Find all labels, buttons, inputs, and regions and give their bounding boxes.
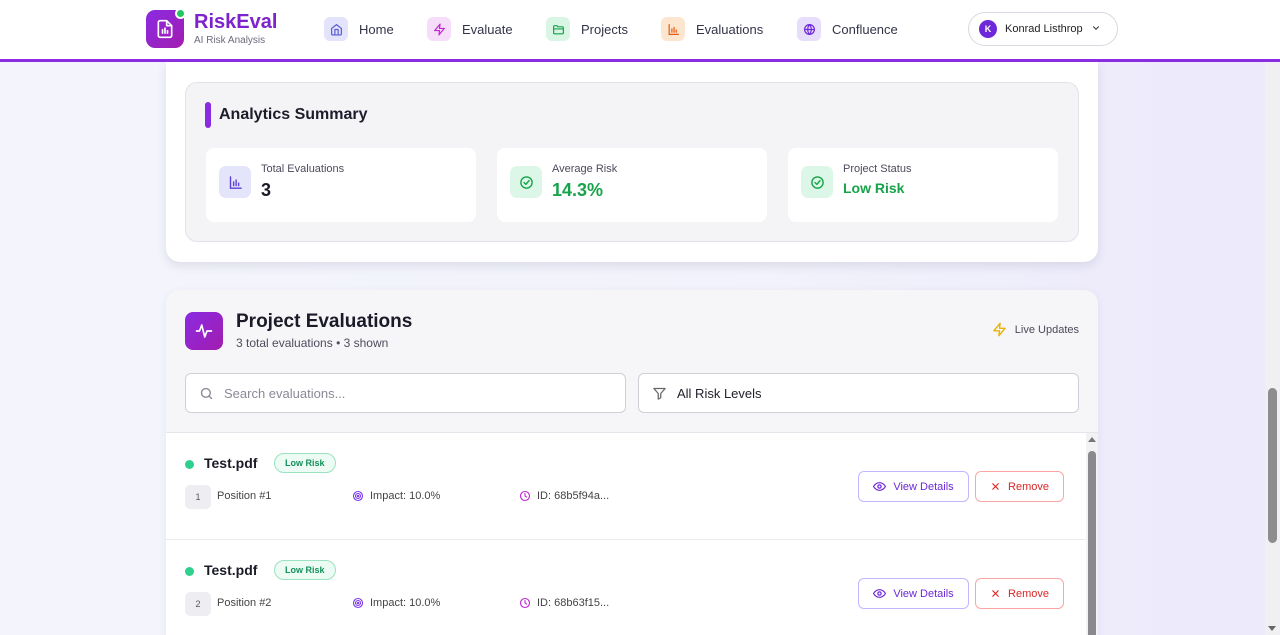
section-accent-bar [205, 102, 211, 128]
nav-home[interactable]: Home [324, 16, 394, 42]
evaluations-title: Project Evaluations [236, 311, 413, 332]
remove-button[interactable]: Remove [975, 578, 1064, 609]
stat-project-status: Project Status Low Risk [788, 148, 1058, 222]
brand-name[interactable]: RiskEval [194, 11, 278, 33]
nav-home-label: Home [359, 21, 394, 37]
risk-level-filter-select[interactable]: All Risk Levels [638, 373, 1079, 413]
analytics-title: Analytics Summary [219, 106, 368, 123]
position-label: Position #2 [217, 597, 272, 609]
bar-chart-icon [661, 17, 685, 41]
check-circle-icon [510, 166, 542, 198]
folder-open-icon [546, 17, 570, 41]
nav-projects-label: Projects [581, 21, 628, 37]
page-scrollbar-thumb[interactable] [1268, 388, 1277, 543]
nav-projects[interactable]: Projects [546, 16, 628, 42]
home-icon [324, 17, 348, 41]
id-value: ID: 68b5f94a... [537, 490, 610, 502]
view-details-button[interactable]: View Details [858, 578, 969, 609]
search-field[interactable] [185, 373, 626, 413]
impact-value: Impact: 10.0% [370, 490, 441, 502]
view-details-button[interactable]: View Details [858, 471, 969, 502]
position-label: Position #1 [217, 490, 272, 502]
status-dot [185, 460, 194, 469]
page-scrollbar[interactable] [1265, 62, 1280, 635]
status-badge: Low Risk [274, 453, 336, 473]
eye-icon [873, 587, 887, 600]
check-circle-icon [801, 166, 833, 198]
close-icon [990, 481, 1001, 492]
id-info: ID: 68b5f94a... [519, 490, 609, 502]
remove-label: Remove [1008, 480, 1049, 493]
chevron-down-icon [1091, 23, 1101, 36]
stat-average-risk: Average Risk 14.3% [497, 148, 767, 222]
analytics-summary-panel: Analytics Summary Total Evaluations 3 Av… [185, 82, 1079, 242]
stat-label: Average Risk [552, 163, 618, 175]
search-icon [199, 386, 214, 401]
stat-value: 14.3% [552, 180, 604, 200]
scroll-up-arrow-icon[interactable] [1088, 437, 1096, 442]
evaluations-subtitle: 3 total evaluations • 3 shown [236, 336, 389, 350]
stat-label: Total Evaluations [261, 163, 345, 175]
list-item: Test.pdf Low Risk 1 Position #1 Impact: … [166, 433, 1086, 540]
stat-value: 3 [261, 180, 272, 200]
project-evaluations-card: Project Evaluations 3 total evaluations … [166, 290, 1098, 635]
activity-pulse-icon [185, 312, 223, 350]
analytics-card: Analytics Summary Total Evaluations 3 Av… [166, 62, 1098, 262]
target-icon [352, 597, 364, 609]
nav-evaluations[interactable]: Evaluations [661, 16, 763, 42]
search-input[interactable] [224, 385, 604, 401]
user-name: Konrad Listhrop [1005, 23, 1083, 35]
top-navigation-bar: RiskEval AI Risk Analysis Home Evaluate … [0, 0, 1280, 62]
nav-evaluate-label: Evaluate [462, 21, 513, 37]
target-icon [352, 490, 364, 502]
id-info: ID: 68b63f15... [519, 597, 609, 609]
impact-info: Impact: 10.0% [352, 597, 440, 609]
view-details-label: View Details [893, 587, 954, 600]
online-status-dot [175, 8, 186, 19]
close-icon [990, 588, 1001, 599]
live-updates-label: Live Updates [1014, 323, 1079, 336]
list-scrollbar-thumb[interactable] [1088, 451, 1096, 635]
globe-icon [797, 17, 821, 41]
status-badge: Low Risk [274, 560, 336, 580]
clock-icon [519, 490, 531, 502]
nav-confluence-label: Confluence [832, 21, 898, 37]
nav-evaluations-label: Evaluations [696, 21, 764, 37]
live-updates-indicator: Live Updates [992, 322, 1079, 337]
avatar: K [979, 20, 997, 38]
lightning-icon [992, 322, 1007, 337]
impact-value: Impact: 10.0% [370, 597, 441, 609]
view-details-label: View Details [893, 480, 954, 493]
position-number: 1 [185, 485, 211, 509]
list-item: Test.pdf Low Risk 2 Position #2 Impact: … [166, 540, 1086, 635]
brand-tagline: AI Risk Analysis [194, 35, 266, 46]
list-scrollbar[interactable] [1086, 433, 1098, 635]
file-name: Test.pdf [204, 562, 258, 578]
impact-info: Impact: 10.0% [352, 490, 440, 502]
eye-icon [873, 480, 887, 493]
file-name: Test.pdf [204, 455, 258, 471]
scroll-down-arrow-icon[interactable] [1268, 626, 1276, 631]
evaluations-list: Test.pdf Low Risk 1 Position #1 Impact: … [166, 432, 1098, 635]
nav-evaluate[interactable]: Evaluate [427, 16, 513, 42]
bar-chart-icon [219, 166, 251, 198]
lightning-icon [427, 17, 451, 41]
status-dot [185, 567, 194, 576]
id-value: ID: 68b63f15... [537, 597, 610, 609]
position-number: 2 [185, 592, 211, 616]
stat-label: Project Status [843, 163, 912, 175]
nav-confluence[interactable]: Confluence [797, 16, 898, 42]
stat-value: Low Risk [843, 180, 905, 196]
stat-total-evaluations: Total Evaluations 3 [206, 148, 476, 222]
remove-button[interactable]: Remove [975, 471, 1064, 502]
filter-selected-value: All Risk Levels [677, 385, 762, 401]
filter-icon [652, 386, 667, 401]
remove-label: Remove [1008, 587, 1049, 600]
user-menu-button[interactable]: K Konrad Listhrop [968, 12, 1118, 46]
clock-icon [519, 597, 531, 609]
